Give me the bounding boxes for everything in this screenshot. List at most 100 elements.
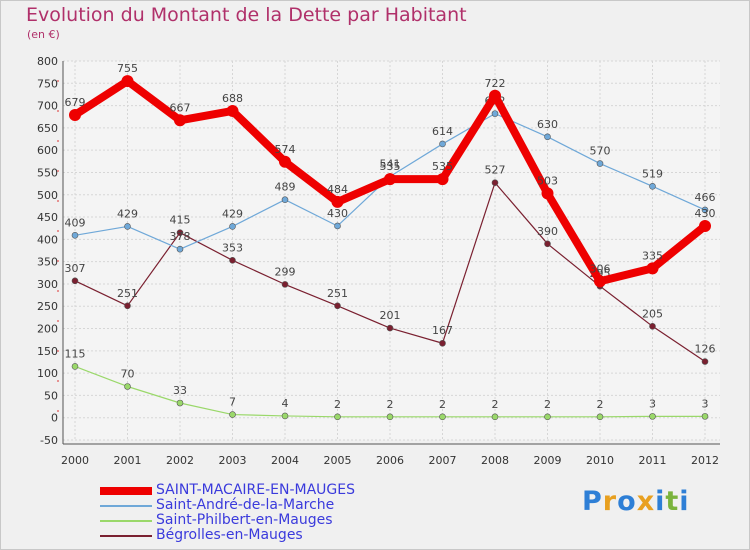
chart-title: Evolution du Montant de la Dette par Hab… bbox=[26, 4, 467, 26]
data-label: 667 bbox=[170, 101, 191, 114]
legend-item: Saint-André-de-la-Marche bbox=[100, 497, 430, 514]
data-label: 688 bbox=[222, 92, 243, 105]
data-label: 2 bbox=[492, 398, 499, 411]
data-label: 2 bbox=[439, 398, 446, 411]
x-tick-label: 2008 bbox=[481, 454, 509, 467]
data-point bbox=[594, 275, 606, 288]
y-tick-label: 800 bbox=[37, 55, 58, 68]
data-point bbox=[649, 413, 656, 420]
data-point bbox=[544, 240, 551, 248]
data-point bbox=[229, 411, 236, 418]
x-tick-label: 2006 bbox=[376, 454, 404, 467]
data-point bbox=[439, 140, 446, 148]
data-label: 489 bbox=[275, 181, 296, 194]
data-point bbox=[176, 399, 184, 407]
data-label: 299 bbox=[275, 265, 296, 278]
data-label: 335 bbox=[642, 249, 663, 262]
data-point bbox=[334, 302, 341, 310]
data-point bbox=[596, 160, 604, 167]
data-point bbox=[334, 413, 341, 421]
data-point bbox=[386, 413, 394, 421]
legend-label: Saint-Philbert-en-Mauges bbox=[156, 512, 333, 528]
chart-legend: SAINT-MACAIRE-EN-MAUGES Saint-André-de-la… bbox=[100, 482, 430, 544]
data-label: 4 bbox=[282, 397, 289, 410]
y-tick-label: 400 bbox=[37, 233, 58, 246]
data-point bbox=[71, 232, 79, 239]
data-point bbox=[439, 339, 446, 347]
data-label: 205 bbox=[642, 307, 663, 320]
data-point bbox=[229, 257, 236, 264]
data-label: 115 bbox=[65, 347, 86, 360]
data-label: 679 bbox=[65, 96, 86, 109]
proxiti-logo: Proxiti bbox=[582, 486, 690, 517]
data-point bbox=[701, 206, 709, 214]
data-point bbox=[544, 133, 551, 141]
data-label: 541 bbox=[380, 157, 401, 170]
x-tick-label: 2001 bbox=[114, 454, 142, 467]
data-point bbox=[649, 182, 656, 190]
data-point bbox=[491, 179, 499, 187]
y-tick-label: 550 bbox=[37, 166, 58, 179]
data-label: 378 bbox=[170, 230, 191, 243]
data-label: 755 bbox=[117, 62, 138, 75]
x-tick-label: 2010 bbox=[586, 454, 614, 467]
y-tick-label: 600 bbox=[37, 144, 58, 157]
data-point bbox=[596, 413, 604, 421]
data-label: 415 bbox=[170, 214, 191, 227]
logo-letter: r bbox=[602, 486, 618, 517]
data-point bbox=[176, 245, 184, 253]
y-tick-label: 750 bbox=[37, 77, 58, 90]
data-label: 353 bbox=[222, 241, 243, 254]
legend-item: Saint-Philbert-en-Mauges bbox=[100, 512, 430, 529]
data-point bbox=[71, 277, 79, 285]
x-tick-label: 2011 bbox=[639, 454, 667, 467]
data-label: 167 bbox=[432, 324, 453, 337]
data-label: 7 bbox=[229, 396, 236, 409]
data-label: 429 bbox=[222, 207, 243, 220]
x-tick-label: 2000 bbox=[61, 454, 89, 467]
data-label: 430 bbox=[327, 207, 348, 220]
legend-swatch bbox=[100, 487, 152, 495]
data-label: 527 bbox=[485, 164, 506, 177]
data-label: 307 bbox=[65, 262, 86, 275]
data-point bbox=[699, 219, 711, 232]
data-point bbox=[334, 222, 341, 230]
data-label: 2 bbox=[387, 398, 394, 411]
data-point bbox=[541, 187, 554, 200]
data-point bbox=[174, 114, 186, 127]
data-point bbox=[491, 110, 499, 117]
y-tick-label: 100 bbox=[37, 367, 58, 380]
data-label: 535 bbox=[432, 160, 453, 173]
x-tick-label: 2009 bbox=[534, 454, 562, 467]
y-tick-label: 200 bbox=[37, 323, 58, 336]
data-label: 201 bbox=[380, 309, 401, 322]
legend-item: Bégrolles-en-Mauges bbox=[100, 527, 430, 544]
chart-subtitle: (en €) bbox=[27, 28, 60, 41]
logo-letter: o bbox=[617, 486, 637, 517]
x-tick-label: 2002 bbox=[166, 454, 194, 467]
logo-letter: P bbox=[582, 486, 603, 517]
x-tick-label: 2004 bbox=[271, 454, 299, 467]
y-tick-label: -50 bbox=[40, 434, 58, 447]
data-point bbox=[331, 195, 344, 208]
data-label: 503 bbox=[537, 174, 558, 187]
y-tick-label: 300 bbox=[37, 278, 58, 291]
legend-swatch bbox=[100, 520, 152, 522]
data-point bbox=[124, 383, 131, 390]
y-tick-label: 500 bbox=[37, 189, 58, 202]
data-label: 429 bbox=[117, 207, 138, 220]
data-label: 535 bbox=[380, 160, 401, 173]
legend-label: Saint-André-de-la-Marche bbox=[156, 497, 335, 513]
y-tick-label: 450 bbox=[37, 211, 58, 224]
data-point bbox=[439, 413, 446, 421]
y-tick-label: 50 bbox=[44, 389, 58, 402]
data-point bbox=[69, 108, 81, 121]
data-point bbox=[71, 363, 79, 370]
y-tick-label: 350 bbox=[37, 256, 58, 269]
data-label: 484 bbox=[327, 183, 348, 196]
data-point bbox=[701, 413, 709, 420]
y-tick-label: 0 bbox=[51, 412, 58, 425]
data-point bbox=[281, 281, 289, 288]
data-label: 722 bbox=[485, 77, 506, 90]
